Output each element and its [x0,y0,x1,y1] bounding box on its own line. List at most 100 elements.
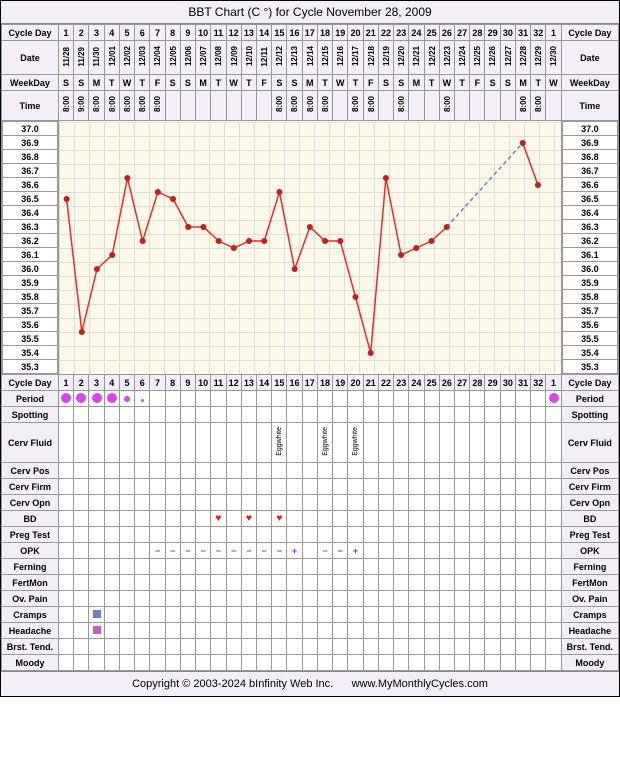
cell [546,511,561,527]
cell [546,575,561,591]
cell [104,391,119,407]
cell [196,607,211,623]
cell [348,591,363,607]
cell [74,607,89,623]
cell: 12 [226,25,241,41]
label-period: Period [2,391,59,407]
cell [515,495,530,511]
cell: 12/05 [165,41,180,75]
cell [470,511,485,527]
cell [256,495,271,511]
cell [74,655,89,671]
cell [515,463,530,479]
cell [241,623,256,639]
cell [89,495,104,511]
cell [424,391,439,407]
cell [272,559,287,575]
cell: 12/17 [348,41,363,75]
cell [531,607,546,623]
cell [196,639,211,655]
cell [531,543,546,559]
cell [546,527,561,543]
cell [287,391,302,407]
cell [439,391,454,407]
cell [119,391,134,407]
cell: 7 [150,375,165,391]
cell [165,391,180,407]
cell [74,639,89,655]
cell [58,407,73,423]
cell: 12/15 [317,41,332,75]
cell [317,463,332,479]
cell [394,639,409,655]
cell [500,511,515,527]
cell [150,391,165,407]
cell [470,543,485,559]
cell [135,479,150,495]
cell [211,623,226,639]
cell: 27 [455,375,470,391]
cell: F [150,75,165,91]
cell: 8:00 [287,91,302,121]
cell [485,407,500,423]
cell [226,639,241,655]
cell [531,511,546,527]
cell: 8 [165,375,180,391]
cell: 32 [531,25,546,41]
cell [150,463,165,479]
cell [272,391,287,407]
cell [165,479,180,495]
cell [256,559,271,575]
cell [287,623,302,639]
cell [89,575,104,591]
cell [241,495,256,511]
cell: 23 [394,375,409,391]
cell: 11/29 [74,41,89,75]
cell [348,639,363,655]
cell: S [272,75,287,91]
cell [287,607,302,623]
cell: 8:00 [317,91,332,121]
cell [515,575,530,591]
cell [196,655,211,671]
cell [74,591,89,607]
cell [196,591,211,607]
cell [409,559,424,575]
cell [500,543,515,559]
cell: 12/21 [409,41,424,75]
cell [363,607,378,623]
cell [119,543,134,559]
cell [439,511,454,527]
cell: − [150,543,165,559]
cell [180,623,195,639]
cell: 12/03 [135,41,150,75]
cell [196,479,211,495]
cell [485,511,500,527]
cell [58,575,73,591]
cell [439,479,454,495]
cell [196,91,211,121]
cell [333,463,348,479]
cell [165,463,180,479]
cell: 6 [135,375,150,391]
cell: 25 [424,375,439,391]
cell [485,559,500,575]
cell [180,527,195,543]
cell [531,391,546,407]
cell [455,479,470,495]
cell [256,391,271,407]
cell [241,91,256,121]
cell [104,463,119,479]
cell: S [500,75,515,91]
cell [302,391,317,407]
temperature-plot [59,122,561,374]
cell [515,639,530,655]
cell [287,407,302,423]
cell [485,639,500,655]
cell [302,607,317,623]
cell [333,407,348,423]
cell [104,607,119,623]
cell: W [226,75,241,91]
cell [546,463,561,479]
cell [470,423,485,463]
